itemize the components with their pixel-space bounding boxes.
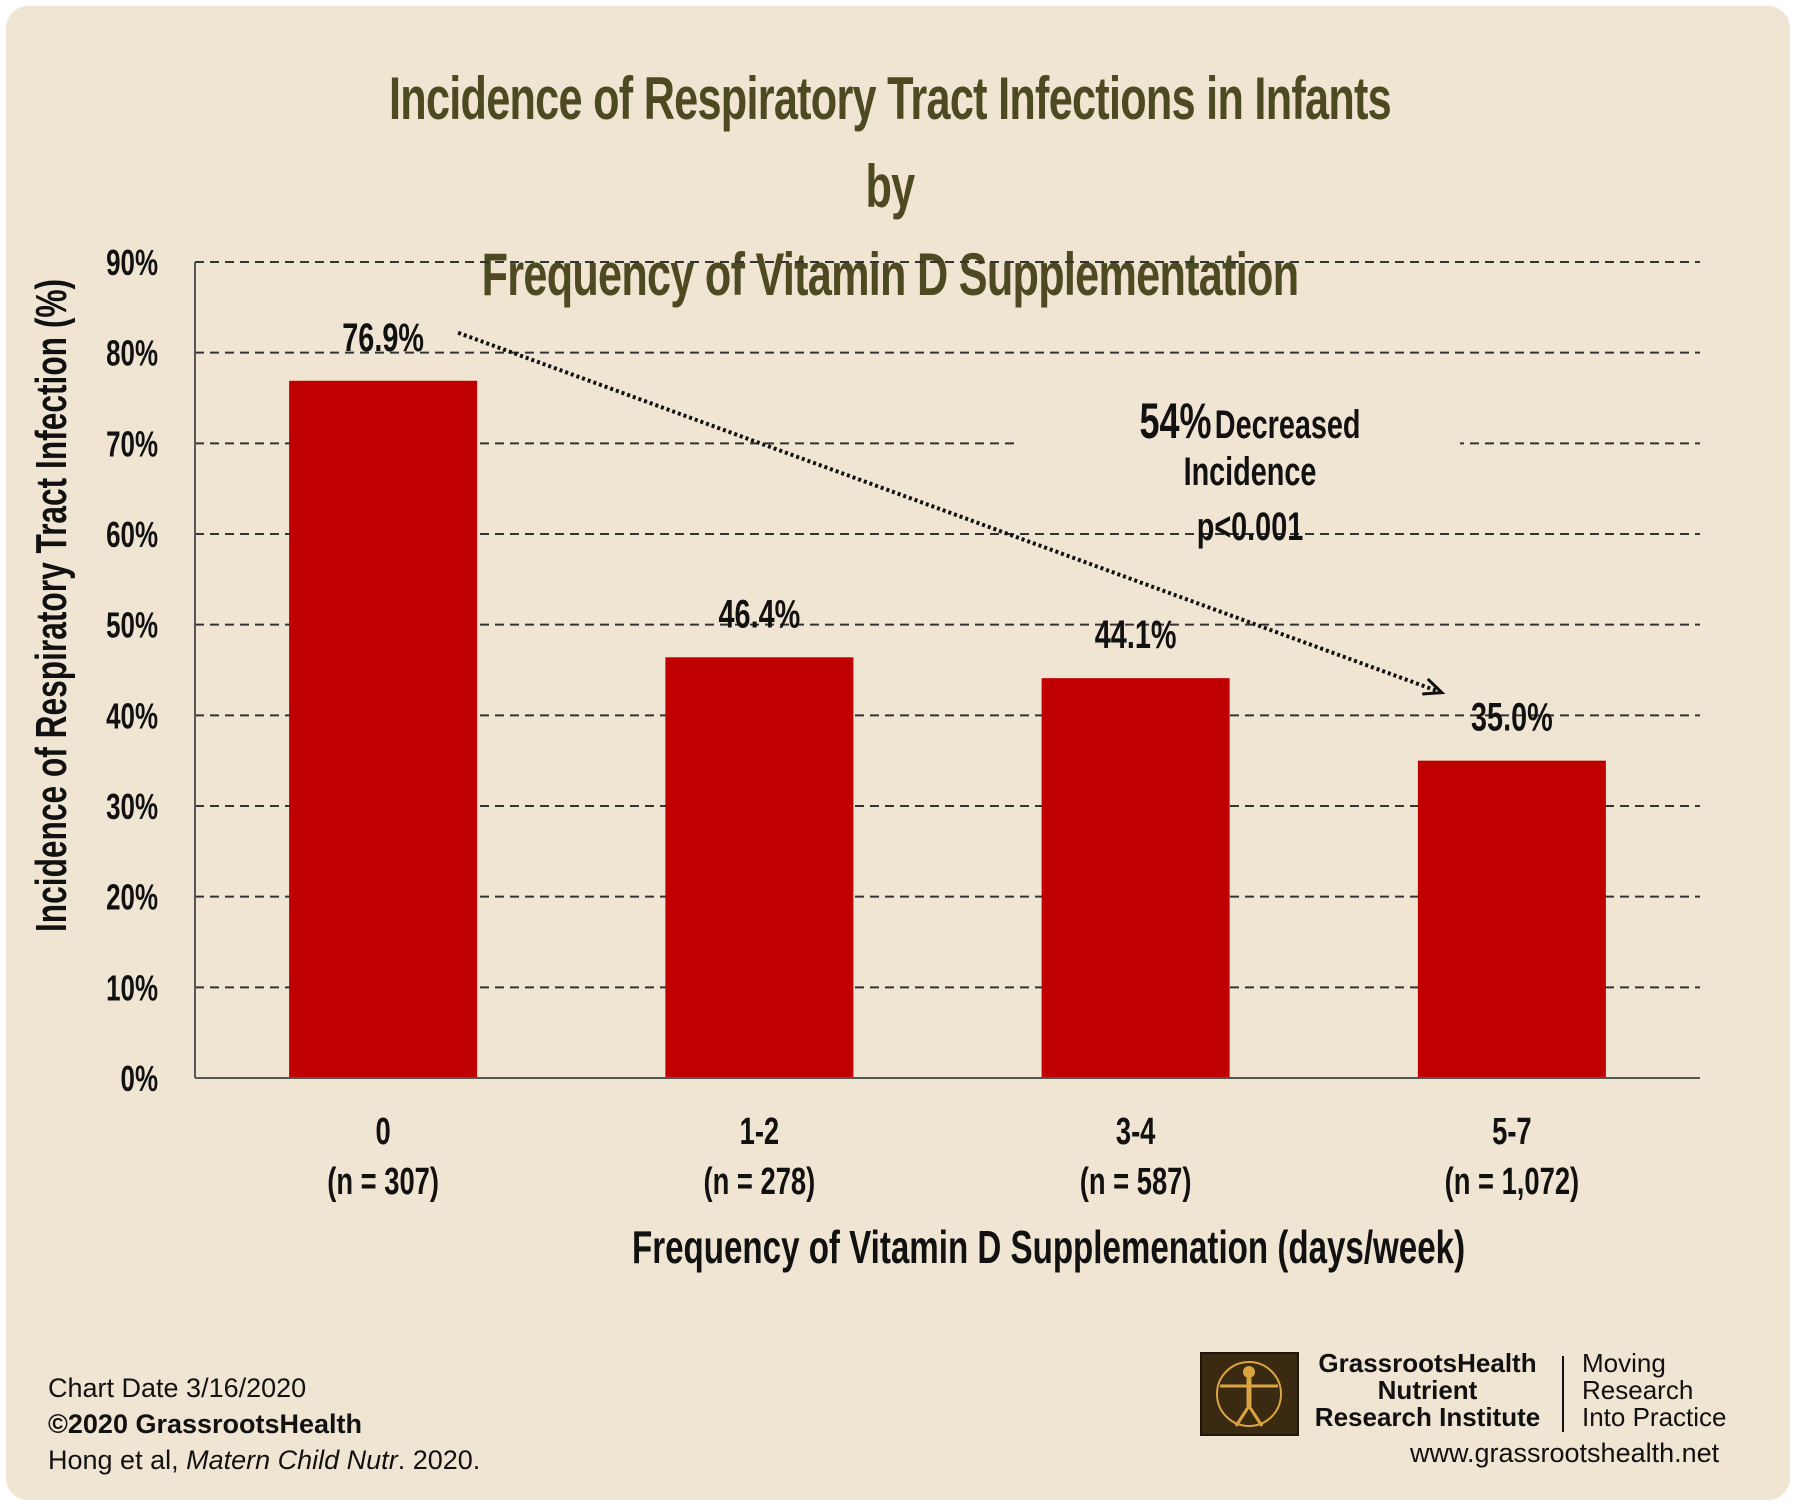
chart-date: Chart Date 3/16/2020: [48, 1373, 307, 1403]
data-label: 76.9%: [342, 315, 424, 360]
bar-5-7: [1417, 760, 1606, 1078]
citation-authors: Hong et al,: [48, 1445, 179, 1475]
chart-title-line1: Incidence of Respiratory Tract Infection…: [389, 65, 1392, 220]
x-tick-label: 1-2: [740, 1111, 780, 1153]
chart-title-line2: Frequency of Vitamin D Supplementation: [481, 241, 1299, 308]
citation-year: . 2020.: [397, 1445, 481, 1475]
annotation-percent: 54%: [1139, 393, 1212, 449]
citation-journal: Matern Child Nutr: [186, 1445, 398, 1475]
y-tick-label: 80%: [106, 334, 158, 374]
annotation-gridline-gap: [1020, 435, 1460, 452]
tagline-line2: Research: [1582, 1375, 1694, 1405]
y-tick-label: 70%: [106, 424, 158, 464]
y-tick-label: 20%: [106, 878, 158, 918]
website-link[interactable]: www.grassrootshealth.net: [1410, 1438, 1720, 1468]
org-line1: GrassrootsHealth: [1318, 1348, 1537, 1378]
x-tick-sublabel: (n = 587): [1080, 1161, 1192, 1203]
logo-divider: [1562, 1356, 1564, 1432]
data-label: 35.0%: [1471, 695, 1553, 740]
y-tick-label: 40%: [106, 696, 158, 736]
tagline-line3: Into Practice: [1582, 1402, 1727, 1432]
org-line2: Nutrient: [1377, 1375, 1478, 1405]
chart-footer: Chart Date 3/16/2020 ©2020 GrassrootsHea…: [48, 1370, 480, 1478]
data-label: 46.4%: [719, 592, 801, 637]
x-tick-label: 0: [376, 1111, 391, 1153]
decrease-annotation: 54% Decreased Incidence p<0.001: [1099, 392, 1401, 550]
data-label: 44.1%: [1095, 613, 1177, 658]
tagline-line1: Moving: [1582, 1348, 1666, 1378]
organization-name: GrassrootsHealth Nutrient Research Insti…: [1305, 1350, 1550, 1431]
y-tick-label: 60%: [106, 515, 158, 555]
x-tick-label: 5-7: [1492, 1111, 1532, 1153]
chart-title: Incidence of Respiratory Tract Infection…: [379, 55, 1401, 319]
annotation-pvalue: p<0.001: [1196, 505, 1304, 549]
annotation-text: Decreased Incidence: [1183, 403, 1361, 494]
tagline: Moving Research Into Practice: [1582, 1350, 1727, 1431]
trend-arrow: [457, 330, 1446, 696]
vitruvian-logo-icon: [1200, 1352, 1299, 1436]
bar-3-4: [1041, 678, 1230, 1078]
x-tick-sublabel: (n = 278): [703, 1161, 815, 1203]
y-tick-label: 0%: [121, 1059, 159, 1099]
copyright: ©2020 GrassrootsHealth: [48, 1409, 363, 1439]
org-line3: Research Institute: [1314, 1402, 1541, 1432]
y-tick-label: 50%: [106, 606, 158, 646]
x-tick-sublabel: (n = 1,072): [1445, 1161, 1580, 1203]
citation: Hong et al, Matern Child Nutr. 2020.: [48, 1442, 480, 1478]
bar-0: [289, 380, 478, 1079]
y-tick-label: 10%: [106, 968, 158, 1008]
x-tick-label: 3-4: [1116, 1111, 1156, 1153]
y-tick-label: 90%: [106, 243, 158, 283]
bar-1-2: [665, 657, 854, 1078]
y-tick-label: 30%: [106, 787, 158, 827]
x-tick-sublabel: (n = 307): [327, 1161, 439, 1203]
y-axis-label: Incidence of Respiratory Tract Infection…: [27, 278, 76, 932]
x-axis-label: Frequency of Vitamin D Supplemenation (d…: [632, 1221, 1466, 1273]
